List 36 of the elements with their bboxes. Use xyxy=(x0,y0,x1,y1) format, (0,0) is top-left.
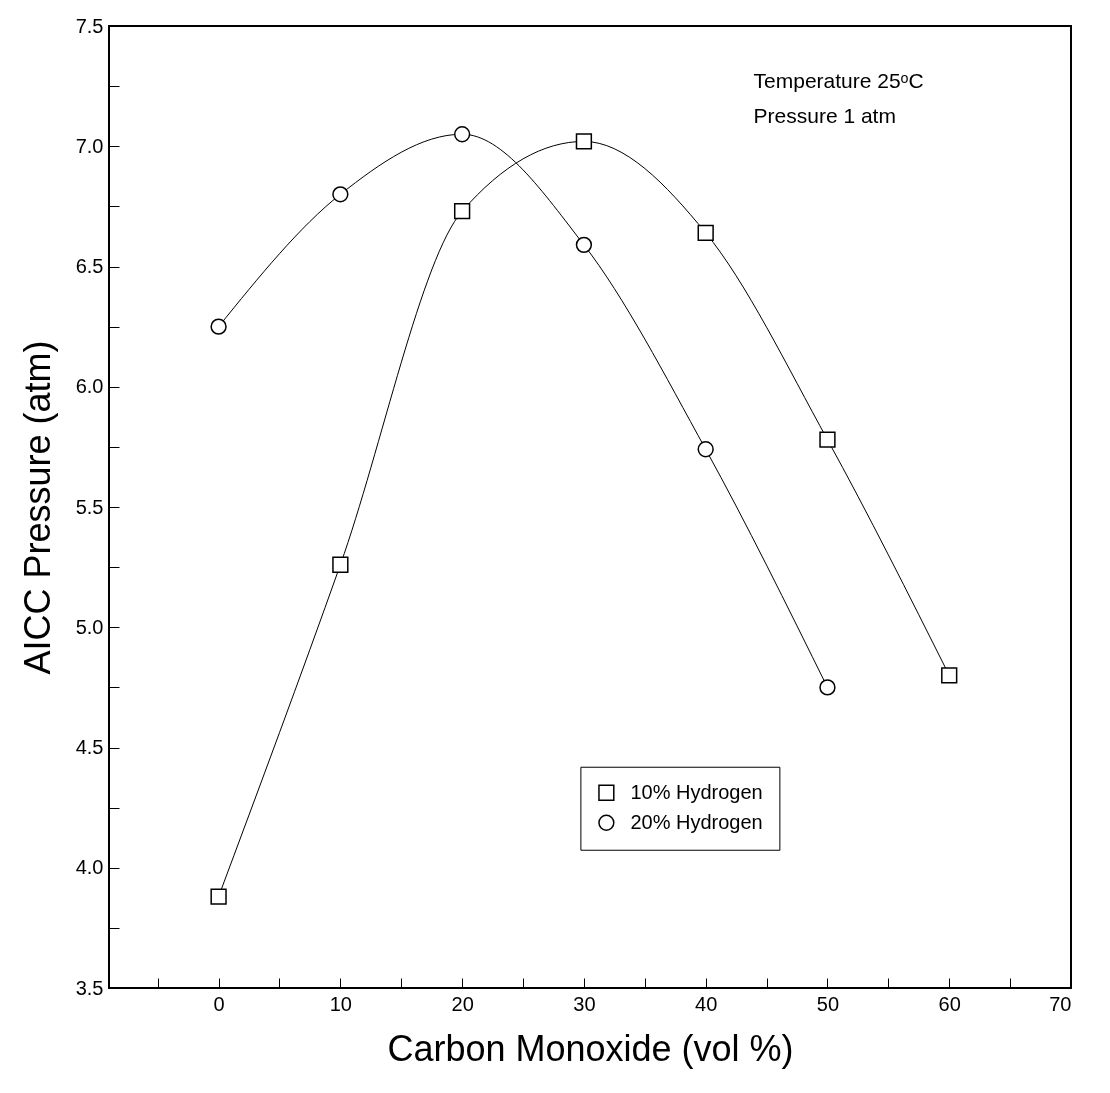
x-tick-label: 10 xyxy=(329,992,352,1015)
y-tick-label: 7.0 xyxy=(75,134,104,157)
y-tick-label: 6.0 xyxy=(75,375,104,398)
y-tick-label: 3.5 xyxy=(75,976,104,999)
point xyxy=(941,667,958,684)
point xyxy=(332,186,349,203)
point xyxy=(210,888,227,905)
x-tick-label: 30 xyxy=(573,992,596,1015)
x-tick-label: 40 xyxy=(695,992,718,1015)
point xyxy=(819,679,836,696)
point xyxy=(575,236,593,254)
x-tick-label: 0 xyxy=(213,992,225,1015)
y-tick-label: 4.0 xyxy=(75,856,104,879)
point xyxy=(453,126,471,143)
y-tick-label: 4.5 xyxy=(75,736,104,758)
point xyxy=(697,441,714,458)
annotation: Pressure 1 atm xyxy=(753,104,896,127)
legend-label: 20% Hydrogen xyxy=(630,810,763,833)
annotation: Temperature 25ᵒC xyxy=(753,69,924,92)
x-tick-label: 60 xyxy=(938,992,961,1015)
point xyxy=(697,224,714,241)
y-tick-label: 5.5 xyxy=(75,495,104,518)
point xyxy=(210,318,227,335)
y-tick-label: 6.5 xyxy=(75,255,104,277)
x-tick-label: 50 xyxy=(816,992,840,1015)
point xyxy=(575,133,593,150)
point xyxy=(453,203,471,220)
point xyxy=(819,431,836,448)
point xyxy=(332,556,349,573)
y-tick-label: 5.0 xyxy=(75,615,104,638)
x-tick-label: 20 xyxy=(451,992,474,1015)
x-axis-title: Carbon Monoxide (vol %) xyxy=(387,1027,794,1069)
y-axis-title: AICC Pressure (atm) xyxy=(16,340,58,675)
y-tick-label: 7.5 xyxy=(75,14,104,37)
legend-label: 10% Hydrogen xyxy=(630,780,763,803)
x-tick-label: 70 xyxy=(1049,992,1072,1015)
